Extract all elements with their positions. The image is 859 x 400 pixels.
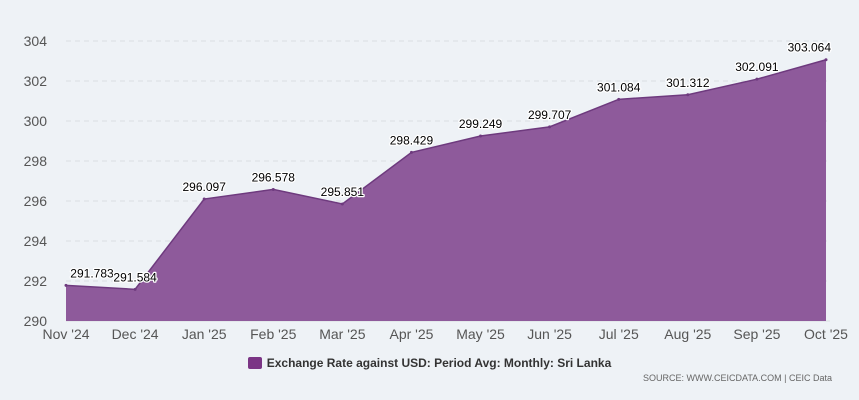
y-tick-label: 304 <box>24 33 48 49</box>
legend[interactable]: Exchange Rate against USD: Period Avg: M… <box>0 356 859 370</box>
x-tick-label: Jan '25 <box>182 326 227 342</box>
data-label: 296.097 <box>182 180 226 194</box>
data-point[interactable] <box>755 77 759 81</box>
x-tick-label: Sep '25 <box>733 326 780 342</box>
y-tick-label: 294 <box>24 233 48 249</box>
data-label: 291.584 <box>113 270 157 284</box>
data-point[interactable] <box>64 283 68 287</box>
y-tick-label: 298 <box>24 153 48 169</box>
x-tick-label: Mar '25 <box>319 326 365 342</box>
data-label: 295.851 <box>321 185 365 199</box>
data-point[interactable] <box>133 287 137 291</box>
legend-swatch <box>247 357 262 369</box>
data-label: 299.707 <box>528 108 572 122</box>
data-point[interactable] <box>271 187 275 191</box>
data-point[interactable] <box>409 150 413 154</box>
data-point[interactable] <box>202 197 206 201</box>
x-tick-label: Aug '25 <box>664 326 711 342</box>
x-tick-label: Dec '24 <box>112 326 159 342</box>
data-label: 303.064 <box>788 41 832 55</box>
data-point[interactable] <box>824 58 828 62</box>
y-tick-label: 296 <box>24 193 48 209</box>
x-tick-label: Jun '25 <box>527 326 572 342</box>
y-tick-label: 290 <box>24 313 48 329</box>
y-tick-label: 302 <box>24 73 48 89</box>
legend-label: Exchange Rate against USD: Period Avg: M… <box>266 356 612 370</box>
series-line <box>65 58 827 291</box>
data-point[interactable] <box>340 202 344 206</box>
x-tick-label: Jul '25 <box>599 326 639 342</box>
y-tick-label: 292 <box>24 273 48 289</box>
data-label: 298.429 <box>390 133 434 147</box>
data-label: 291.783 <box>70 266 114 280</box>
x-tick-label: Nov '24 <box>42 326 89 342</box>
data-point[interactable] <box>479 134 483 138</box>
data-point[interactable] <box>548 125 552 129</box>
x-tick-label: Oct '25 <box>804 326 848 342</box>
data-label: 301.312 <box>666 76 710 90</box>
data-point[interactable] <box>617 97 621 101</box>
y-tick-label: 300 <box>24 113 48 129</box>
data-point[interactable] <box>686 93 690 97</box>
x-tick-label: Apr '25 <box>389 326 433 342</box>
series-area[interactable] <box>66 59 826 321</box>
data-label: 302.091 <box>735 60 779 74</box>
x-tick-label: May '25 <box>456 326 505 342</box>
data-label: 299.249 <box>459 117 503 131</box>
source-credit: SOURCE: WWW.CEICDATA.COM | CEIC Data <box>642 373 832 383</box>
data-label: 301.084 <box>597 80 641 94</box>
x-tick-label: Feb '25 <box>250 326 296 342</box>
data-label: 296.578 <box>252 170 296 184</box>
